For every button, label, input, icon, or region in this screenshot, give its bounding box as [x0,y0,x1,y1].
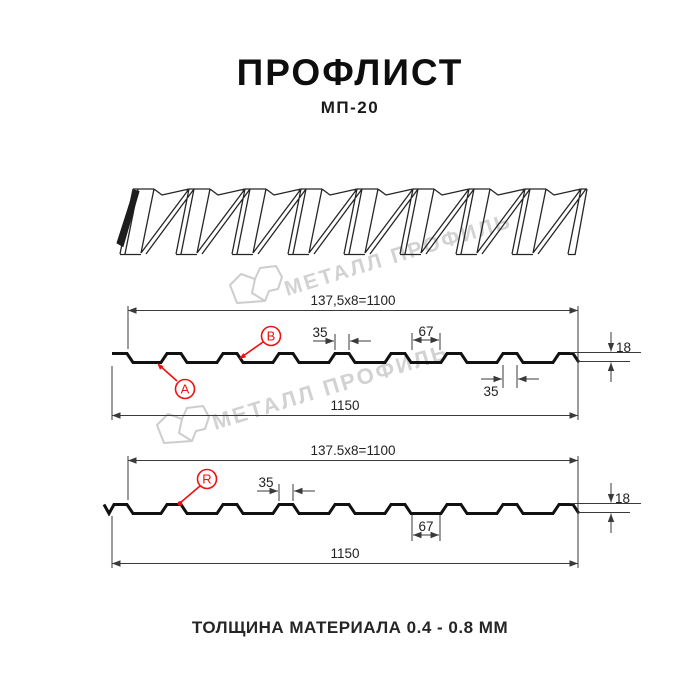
watermark-logo-middle: МЕТАЛЛ ПРОФИЛЬ [156,339,452,444]
cross-section-top: 137,5x8=1100 1150 35 67 35 [111,293,641,420]
dim-overall-width: 1150 [330,398,359,413]
dim-rib-width-top: 35 [312,325,327,340]
sheet-3d-view [116,188,588,256]
watermark-brand-text: МЕТАЛЛ ПРОФИЛЬ [282,210,515,301]
callout-a: A [157,363,196,400]
material-thickness-note: ТОЛЩИНА МАТЕРИАЛА 0.4 - 0.8 ММ [191,618,509,637]
profile-model-name: МП-20 [320,98,380,117]
cross-section-bottom: 137.5x8=1100 1150 35 67 18 [102,443,641,568]
page-title: ПРОФЛИСТ [236,52,464,93]
watermark-brand-text: МЕТАЛЛ ПРОФИЛЬ [209,339,452,435]
dim-overall-width: 1150 [330,546,359,561]
dim-rib-width-bottom: 35 [483,384,498,399]
dim-rib-width: 35 [258,475,273,490]
callout-r: R [177,468,218,506]
dim-valley-width: 67 [418,519,433,534]
profile-outline [102,503,581,517]
callout-b: B [239,325,282,359]
watermark-logo-top: МЕТАЛЛ ПРОФИЛЬ [229,210,515,304]
callout-a-label: A [181,382,190,397]
profile-outline [112,352,581,364]
dim-coverage-width: 137,5x8=1100 [311,293,396,308]
dim-profile-height: 18 [616,340,631,355]
dim-profile-height: 18 [615,491,630,506]
dim-valley-width: 67 [418,324,433,339]
dim-coverage-width: 137.5x8=1100 [311,443,396,458]
sheet-edge-face [116,189,140,248]
callout-b-label: B [267,329,276,344]
callout-r-label: R [202,472,211,487]
